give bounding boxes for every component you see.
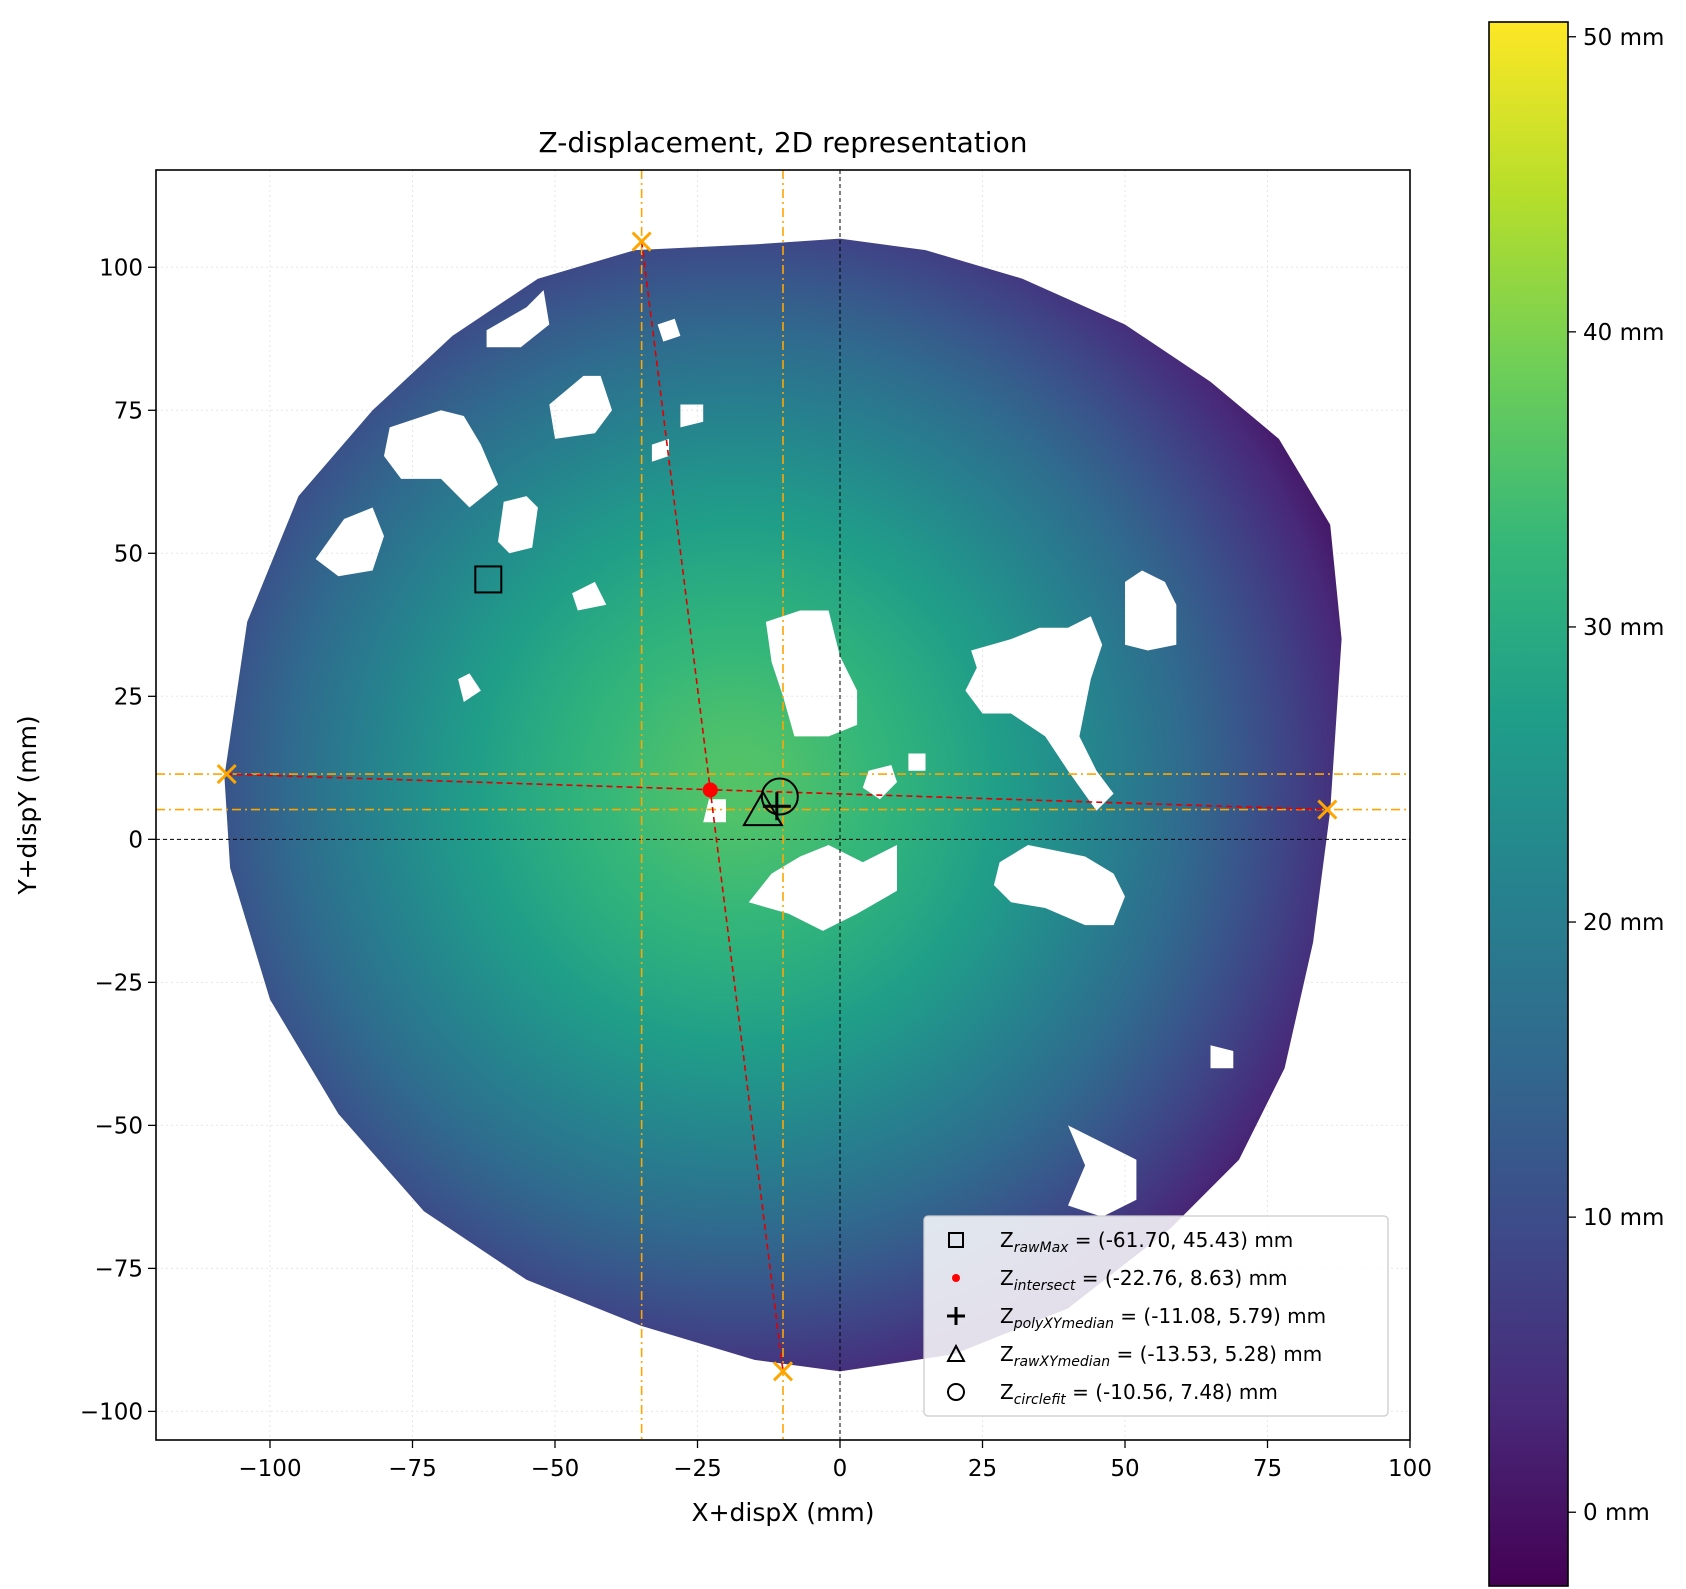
raw-max-marker (474, 565, 503, 594)
y-tick-label: −25 (94, 970, 143, 996)
y-tick-label: 50 (114, 541, 143, 567)
extreme-x-marker (216, 764, 237, 785)
extreme-x-marker (631, 231, 652, 252)
x-tick-label: −50 (531, 1456, 580, 1482)
legend-label: Zcirclefit = (-10.56, 7.48) mm (1000, 1380, 1278, 1408)
legend-entry: ZrawMax = (-61.70, 45.43) mm (948, 1228, 1293, 1256)
y-tick-label: −100 (80, 1399, 143, 1425)
legend-triangle-icon (946, 1343, 966, 1362)
intersect-marker (702, 782, 718, 798)
legend: ZrawMax = (-61.70, 45.43) mm Zintersect =… (923, 1215, 1389, 1417)
y-tick-label: 100 (99, 255, 143, 281)
legend-entry: Zcirclefit = (-10.56, 7.48) mm (947, 1380, 1278, 1408)
legend-entry: ZpolyXYmedian = (-11.08, 5.79) mm (947, 1304, 1326, 1332)
markers (216, 231, 1338, 1382)
legend-box (923, 1215, 1389, 1417)
legend-label: Zintersect = (-22.76, 8.63) mm (1000, 1266, 1288, 1294)
fit-lines (226, 241, 1328, 1372)
legend-circle-icon (947, 1383, 965, 1401)
colorbar-tick-label: 40 mm (1583, 320, 1664, 346)
x-axis-ticks: −100 −75 −50 −25 0 25 50 75 100 (238, 1440, 1432, 1482)
poly-xy-median-marker (762, 792, 791, 821)
y-tick-label: −50 (94, 1113, 143, 1139)
colorbar-tick-label: 10 mm (1583, 1205, 1664, 1231)
y-tick-label: 75 (114, 398, 143, 424)
x-tick-label: 25 (968, 1456, 997, 1482)
legend-label: ZrawMax = (-61.70, 45.43) mm (1000, 1228, 1293, 1256)
legend-label: ZpolyXYmedian = (-11.08, 5.79) mm (1000, 1304, 1326, 1332)
x-tick-label: 50 (1110, 1456, 1139, 1482)
extreme-x-marker (772, 1361, 794, 1382)
x-tick-label: −75 (388, 1456, 437, 1482)
y-tick-label: 25 (114, 684, 143, 710)
colorbar-scale (1488, 21, 1569, 1587)
chart-title: Z-displacement, 2D representation (539, 126, 1028, 159)
colorbar-tick-label: 50 mm (1583, 25, 1664, 51)
y-axis-ticks: −100 −75 −50 −25 0 25 50 75 100 (80, 255, 156, 1425)
colorbar: 0 mm 10 mm 20 mm 30 mm 40 mm 50 mm (1488, 21, 1664, 1587)
colorbar-tick-label: 0 mm (1583, 1500, 1650, 1526)
colorbar-tick-label: 30 mm (1583, 615, 1664, 641)
legend-entry: ZrawXYmedian = (-13.53, 5.28) mm (946, 1342, 1322, 1370)
x-tick-label: 0 (833, 1456, 848, 1482)
y-tick-label: −75 (94, 1256, 143, 1282)
colorbar-tick-label: 20 mm (1583, 910, 1664, 936)
extreme-x-marker (1317, 799, 1338, 820)
legend-entry: Zintersect = (-22.76, 8.63) mm (952, 1266, 1288, 1294)
plot-frame (155, 169, 1411, 1441)
x-tick-label: 75 (1253, 1456, 1282, 1482)
fit-line (226, 773, 1328, 811)
y-tick-label: 0 (128, 827, 143, 853)
plot-area: −100 −75 −50 −25 0 25 50 75 100 −100 −75 −50 −25 0 25… (80, 169, 1432, 1482)
x-axis-label: X+dispX (mm) (691, 1498, 874, 1527)
x-tick-label: −100 (238, 1456, 301, 1482)
colorbar-ticks: 0 mm 10 mm 20 mm 30 mm 40 mm 50 mm (1568, 25, 1664, 1526)
raw-xy-median-marker (742, 790, 784, 827)
circlefit-marker (760, 777, 799, 816)
legend-label: ZrawXYmedian = (-13.53, 5.28) mm (1000, 1342, 1322, 1370)
x-tick-label: 100 (1388, 1456, 1432, 1482)
legend-plus-icon (947, 1307, 965, 1325)
legend-dot-icon (952, 1274, 960, 1282)
x-tick-label: −25 (673, 1456, 722, 1482)
legend-square-icon (948, 1232, 964, 1248)
y-axis-label: Y+dispY (mm) (13, 715, 42, 895)
